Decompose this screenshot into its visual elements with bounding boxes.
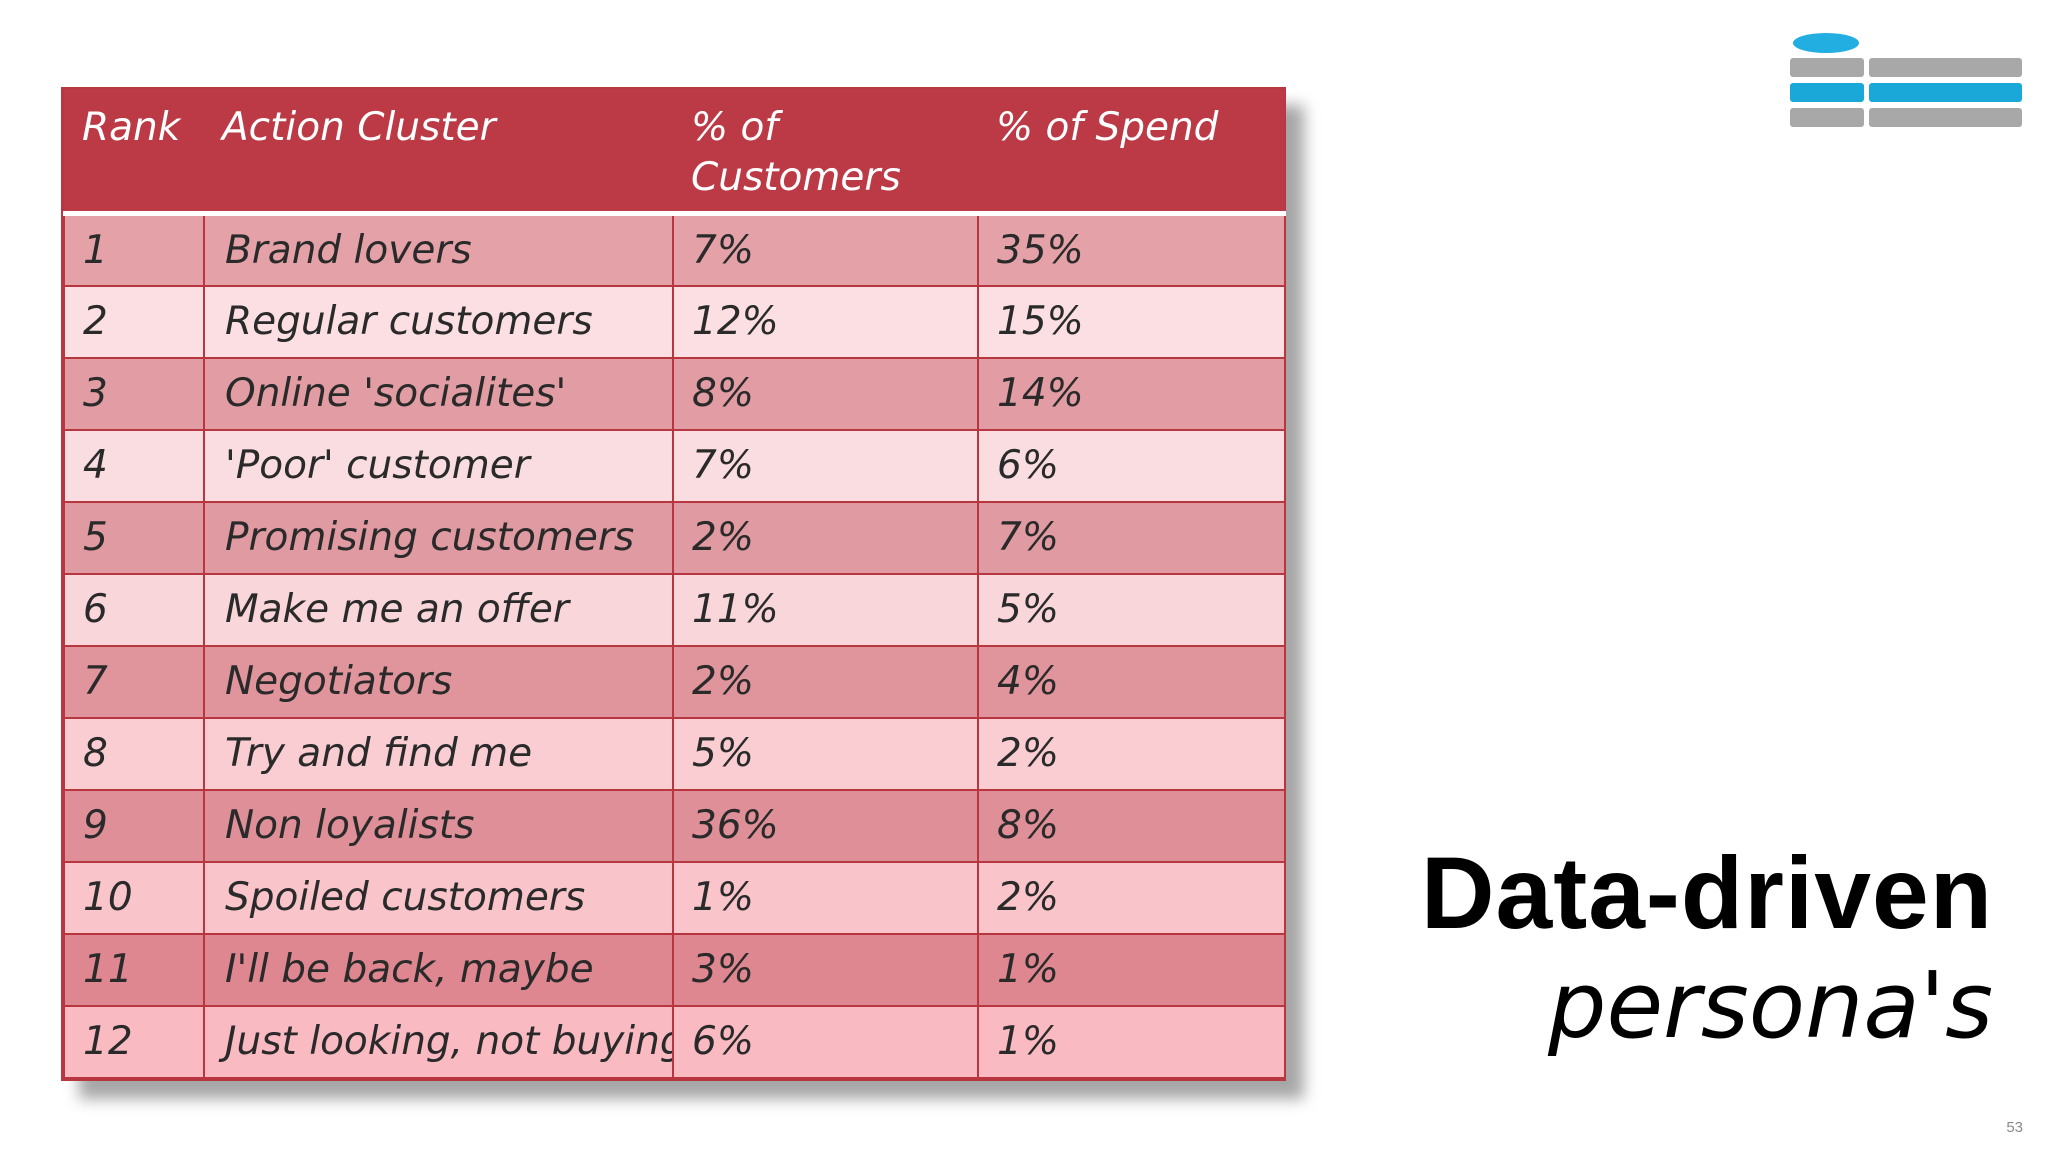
cluster-cell: 'Poor' customer xyxy=(203,428,674,503)
nav-box-active xyxy=(1790,83,1864,102)
rank-cell: 11 xyxy=(63,932,205,1007)
table-row: 8 Try and find me 5% 2% xyxy=(63,716,1286,791)
spend-percent-cell: 35% xyxy=(977,212,1286,287)
slide-subtitle: persona's xyxy=(1548,952,1993,1059)
nav-box-active xyxy=(1869,83,2022,102)
cluster-cell: Try and find me xyxy=(203,716,674,791)
table-row: 6 Make me an offer 11% 5% xyxy=(63,572,1286,647)
table-header-row: Rank Action Cluster % of Customers % of … xyxy=(64,89,1285,216)
action-cluster-table: Rank Action Cluster % of Customers % of … xyxy=(63,89,1286,1079)
rank-cell: 1 xyxy=(63,212,205,287)
rank-cell: 3 xyxy=(63,356,205,431)
customers-percent-cell: 1% xyxy=(672,860,979,935)
customers-percent-cell: 12% xyxy=(672,284,979,359)
slide-title: Data-driven xyxy=(1420,836,1993,950)
spend-percent-cell: 7% xyxy=(977,500,1286,575)
spend-percent-cell: 2% xyxy=(977,716,1286,791)
rank-cell: 12 xyxy=(63,1004,205,1079)
customers-percent-cell: 36% xyxy=(672,788,979,863)
rank-cell: 4 xyxy=(63,428,205,503)
nav-oval-shape xyxy=(1793,33,1859,53)
cluster-cell: I'll be back, maybe xyxy=(203,932,674,1007)
rank-cell: 9 xyxy=(63,788,205,863)
nav-box xyxy=(1869,58,2022,77)
rank-cell: 8 xyxy=(63,716,205,791)
customers-percent-cell: 3% xyxy=(672,932,979,1007)
header-action-cluster: Action Cluster xyxy=(204,89,673,216)
rank-cell: 6 xyxy=(63,572,205,647)
cluster-cell: Make me an offer xyxy=(203,572,674,647)
table-row: 12 Just looking, not buying 6% 1% xyxy=(63,1004,1286,1079)
customers-percent-cell: 2% xyxy=(672,644,979,719)
spend-percent-cell: 1% xyxy=(977,932,1286,1007)
table-row: 3 Online 'socialites' 8% 14% xyxy=(63,356,1286,431)
table-row: 9 Non loyalists 36% 8% xyxy=(63,788,1286,863)
customers-percent-cell: 8% xyxy=(672,356,979,431)
rank-cell: 7 xyxy=(63,644,205,719)
header-rank: Rank xyxy=(64,89,204,216)
spend-percent-cell: 1% xyxy=(977,1004,1286,1079)
table-row: 10 Spoiled customers 1% 2% xyxy=(63,860,1286,935)
spend-percent-cell: 8% xyxy=(977,788,1286,863)
table-row: 5 Promising customers 2% 7% xyxy=(63,500,1286,575)
table-row: 4 'Poor' customer 7% 6% xyxy=(63,428,1286,503)
navigation-thumbnail xyxy=(1790,33,2022,128)
customers-percent-cell: 2% xyxy=(672,500,979,575)
spend-percent-cell: 5% xyxy=(977,572,1286,647)
table-row: 11 I'll be back, maybe 3% 1% xyxy=(63,932,1286,1007)
spend-percent-cell: 15% xyxy=(977,284,1286,359)
cluster-cell: Regular customers xyxy=(203,284,674,359)
customers-percent-cell: 7% xyxy=(672,212,979,287)
page-number: 53 xyxy=(2006,1119,2023,1136)
spend-percent-cell: 6% xyxy=(977,428,1286,503)
spend-percent-cell: 14% xyxy=(977,356,1286,431)
cluster-cell: Non loyalists xyxy=(203,788,674,863)
rank-cell: 2 xyxy=(63,284,205,359)
cluster-cell: Negotiators xyxy=(203,644,674,719)
rank-cell: 10 xyxy=(63,860,205,935)
table-body: 1 Brand lovers 7% 35% 2 Regular customers 12% 1… xyxy=(63,212,1286,1079)
customers-percent-cell: 5% xyxy=(672,716,979,791)
customers-percent-cell: 11% xyxy=(672,572,979,647)
rank-cell: 5 xyxy=(63,500,205,575)
cluster-cell: Promising customers xyxy=(203,500,674,575)
table-row: 1 Brand lovers 7% 35% xyxy=(63,212,1286,287)
spend-percent-cell: 2% xyxy=(977,860,1286,935)
cluster-cell: Spoiled customers xyxy=(203,860,674,935)
cluster-cell: Brand lovers xyxy=(203,212,674,287)
nav-box xyxy=(1869,108,2022,127)
spend-percent-cell: 4% xyxy=(977,644,1286,719)
nav-box xyxy=(1790,58,1864,77)
customers-percent-cell: 7% xyxy=(672,428,979,503)
header-percent-customers: % of Customers xyxy=(673,89,978,216)
cluster-cell: Online 'socialites' xyxy=(203,356,674,431)
customers-percent-cell: 6% xyxy=(672,1004,979,1079)
table-row: 7 Negotiators 2% 4% xyxy=(63,644,1286,719)
cluster-cell: Just looking, not buying xyxy=(203,1004,674,1079)
header-percent-spend: % of Spend xyxy=(978,89,1285,216)
nav-box xyxy=(1790,108,1864,127)
table-row: 2 Regular customers 12% 15% xyxy=(63,284,1286,359)
action-cluster-table-container: Rank Action Cluster % of Customers % of … xyxy=(61,87,1286,1081)
